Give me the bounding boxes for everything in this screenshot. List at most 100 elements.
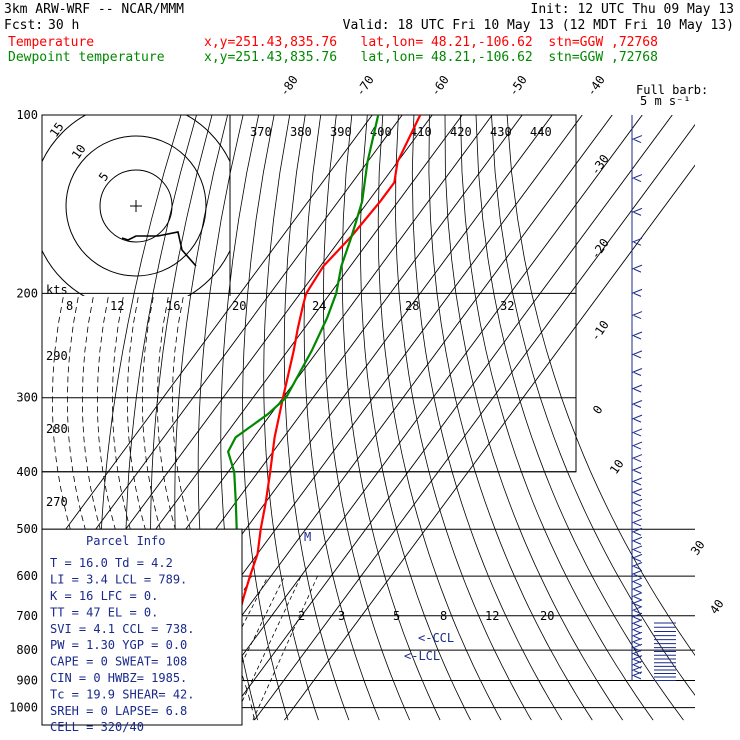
hodograph-speed-label: 28 [405,299,419,313]
hodograph-speed-label: 12 [110,299,124,313]
wind-barb [631,562,643,570]
parcel-info-row: Tc = 19.9 SHEAR= 42. [50,687,195,701]
theta-label: 290 [46,349,68,363]
dry-adiabat-line [303,115,380,721]
wind-barb [631,619,643,628]
hodograph-ring [99,169,173,243]
temperature-legend-info: x,y=251.43,835.76 lat,lon= 48.21,-106.62… [204,35,658,50]
wind-barb [631,428,643,437]
wind-barb [631,518,643,527]
wind-barb [631,414,643,423]
dry-adiabat-line [475,115,684,721]
pressure-tick-label: 900 [16,673,38,687]
pressure-tick-label: 200 [16,286,38,300]
wind-barb [631,441,643,450]
isotherm-label: -60 [428,73,452,99]
wind-barb [631,384,643,393]
mixing-ratio-label: 8 [440,609,447,623]
isotherm-label: -20 [588,236,612,262]
parcel-info-row: LI = 3.4 LCL = 789. [50,573,187,587]
mixing-ratio-label: 2 [298,609,305,623]
dry-adiabat-line [395,115,532,721]
mixing-ratio-line [252,575,318,721]
wind-barb [631,237,643,246]
dry-adiabat-line [491,115,695,696]
wind-barb [631,264,643,273]
theta-label: 270 [46,495,68,509]
wind-barb [631,553,643,562]
dry-adiabat-line [263,115,319,721]
parcel-info-row: SVI = 4.1 CCL = 738. [50,622,195,636]
parcel-info-title: Parcel Info [86,534,165,548]
pressure-tick-label: 700 [16,609,38,623]
wind-barb [631,527,643,536]
dry-adiabat-line [444,115,624,721]
pressure-tick-label: 100 [16,108,38,122]
wind-barb [631,508,643,517]
parcel-info-box [41,528,243,726]
theta-label: 410 [410,125,432,139]
theta-label: 420 [450,125,472,139]
isotherm-label: -10 [588,318,612,344]
mixing-ratio-label: 12 [485,609,499,623]
theta-label: 440 [530,125,552,139]
wind-barb [631,135,643,143]
wind-barb [631,671,643,680]
theta-label: 390 [330,125,352,139]
isotherm-label: -80 [277,73,301,99]
dry-adiabat-line [322,115,411,721]
isotherm-label: -30 [588,152,612,178]
forecast-value: 30 h [48,18,80,33]
pressure-tick-label: 500 [16,522,38,536]
parcel-info-row: CAPE = 0 SWEAT= 108 [50,655,187,669]
parcel-info-row: T = 16.0 Td = 4.2 [50,556,173,570]
dry-adiabat-line [341,115,441,721]
wind-barb [631,331,643,340]
hodograph-speed-label: 8 [66,299,73,313]
mixing-ratio-line [213,575,285,721]
parcel-info-row: PW = 1.30 YGP = 0.0 [50,638,187,652]
wind-barb [631,488,643,497]
valid-time: Valid: 18 UTC Fri 10 May 13 (12 MDT Fri … [342,18,734,33]
isotherm-line [42,115,373,563]
model-title: 3km ARW-WRF -- NCAR/MMM [4,2,185,17]
mixing-ratio-label: 3 [338,609,345,623]
hodograph-ring [65,135,207,277]
wind-barb [631,592,643,601]
wind-barb [631,612,643,621]
wind-barb [631,606,643,615]
pressure-tick-label: 600 [16,569,38,583]
isotherm-label: 40 [707,597,727,617]
init-time: Init: 12 UTC Thu 09 May 13 [530,2,735,17]
wind-barb-legend: Full barb: 5 m s⁻¹ [636,83,708,108]
mixing-ratio-line [233,575,302,721]
dry-adiabat-line [428,115,593,721]
theta-label: 370 [250,125,272,139]
parcel-info-row: CIN = 0 HWBZ= 1985. [50,671,187,685]
profile-annotation: <-LCL [404,649,440,663]
parcel-info-row: SREH = 0 LAPSE= 6.8 [50,704,187,718]
temperature-legend-label: Temperature [8,35,95,50]
wind-barb [631,454,643,463]
wind-barb [631,625,643,634]
hodograph-ring-label: 15 [47,120,67,140]
hodograph-ring-label: 10 [69,142,89,162]
parcel-info-row: K = 16 LFC = 0. [50,589,158,603]
isotherm-line [42,115,403,603]
isotherm-label: -70 [353,73,377,99]
isotherm-label: 0 [590,403,606,417]
dry-adiabat-line [506,115,695,656]
wind-barb [631,477,643,486]
wind-barb [631,174,643,182]
wind-barb [631,498,643,507]
hodograph-speed-label: 20 [232,299,246,313]
wind-barb [631,311,643,320]
isotherm-line [254,124,695,721]
wind-barb [631,577,643,586]
wind-barb [631,569,643,578]
wind-barb [631,466,643,474]
dry-adiabat-line [360,115,471,721]
theta-label: 280 [46,422,68,436]
